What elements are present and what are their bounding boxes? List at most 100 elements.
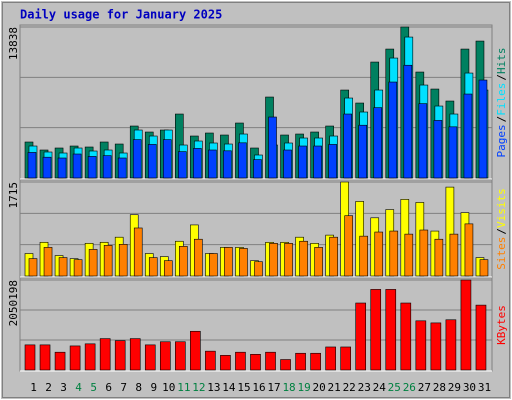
bar xyxy=(147,144,157,179)
y-tick-label: 13838 xyxy=(7,27,20,60)
bar xyxy=(72,153,82,179)
bar xyxy=(103,245,113,277)
bar xyxy=(148,257,158,277)
x-tick-label: 29 xyxy=(448,381,461,394)
bar xyxy=(434,238,444,277)
bar xyxy=(479,259,489,277)
bar xyxy=(298,145,307,179)
legend: KBytes xyxy=(495,305,508,345)
bar xyxy=(265,351,276,371)
x-tick-label: 9 xyxy=(150,381,157,394)
legend-entry: Pages xyxy=(495,124,508,157)
x-tick-label: 19 xyxy=(297,381,310,394)
x-tick-label: 25 xyxy=(388,381,401,394)
bar xyxy=(433,120,443,179)
bar xyxy=(299,240,308,277)
bar xyxy=(385,289,397,371)
bar xyxy=(129,338,141,371)
x-tick-label: 8 xyxy=(135,381,142,394)
bar xyxy=(250,354,261,371)
bar xyxy=(310,352,321,371)
x-tick-label: 23 xyxy=(358,381,371,394)
x-tick-label: 12 xyxy=(192,381,205,394)
bar xyxy=(314,247,323,277)
bar xyxy=(464,223,474,277)
bar xyxy=(238,142,247,179)
bar xyxy=(475,304,487,371)
bar xyxy=(88,249,98,277)
bar xyxy=(463,93,473,179)
chart-title: Daily usage for January 2025 xyxy=(20,8,222,22)
x-tick-label: 2 xyxy=(45,381,52,394)
bar xyxy=(370,289,382,371)
legend: Pages/Files/Hits xyxy=(495,48,508,158)
x-tick-label: 16 xyxy=(252,381,265,394)
x-tick-label: 3 xyxy=(60,381,67,394)
bar xyxy=(42,156,52,179)
legend-separator: / xyxy=(495,116,508,123)
legend-entry: Visits xyxy=(495,188,508,228)
bar xyxy=(403,64,413,179)
bar xyxy=(448,126,458,179)
x-tick-label: 6 xyxy=(105,381,112,394)
bar xyxy=(193,148,202,179)
bar xyxy=(325,346,336,371)
legend-separator: / xyxy=(495,228,508,235)
bar xyxy=(478,79,488,179)
bar xyxy=(460,279,472,371)
bar xyxy=(449,233,459,277)
x-tick-label: 14 xyxy=(222,381,236,394)
legend-entry: Hits xyxy=(495,48,508,75)
bar xyxy=(355,302,367,371)
bar xyxy=(404,233,414,277)
bar xyxy=(445,319,457,371)
bar xyxy=(415,320,427,371)
bar xyxy=(132,139,142,179)
bar xyxy=(58,257,68,277)
x-tick-label: 28 xyxy=(433,381,446,394)
bar xyxy=(27,152,37,179)
bar xyxy=(208,149,217,179)
legend: Sites /Visits xyxy=(495,188,508,270)
bar xyxy=(179,246,188,277)
bar xyxy=(43,247,53,277)
legend-entry: Files xyxy=(495,83,508,116)
bar xyxy=(162,139,172,179)
x-tick-label: 5 xyxy=(90,381,97,394)
x-tick-label: 24 xyxy=(373,381,387,394)
bar xyxy=(239,248,248,277)
x-tick-label: 1 xyxy=(30,381,37,394)
bar xyxy=(99,338,111,371)
bar xyxy=(359,235,369,277)
x-tick-label: 17 xyxy=(267,381,280,394)
x-tick-label: 30 xyxy=(463,381,476,394)
bar xyxy=(102,155,112,179)
y-tick-label: 1715 xyxy=(7,182,20,209)
bar xyxy=(175,341,186,371)
bar xyxy=(190,330,201,371)
bar xyxy=(84,343,96,371)
bar xyxy=(400,302,412,371)
bar xyxy=(329,236,338,277)
bar xyxy=(313,145,322,179)
bar xyxy=(283,149,292,179)
bar xyxy=(388,81,398,179)
bar xyxy=(24,344,36,371)
y-tick-label: 2050198 xyxy=(7,280,20,326)
x-tick-label: 13 xyxy=(207,381,220,394)
x-tick-label: 4 xyxy=(75,381,82,394)
x-tick-label: 15 xyxy=(237,381,250,394)
legend-entry: Sites xyxy=(495,237,508,270)
bar xyxy=(268,116,277,179)
bar xyxy=(28,258,38,277)
bar xyxy=(144,344,156,371)
bar xyxy=(389,230,399,277)
bar xyxy=(224,247,233,277)
bar xyxy=(280,359,291,371)
bar xyxy=(419,229,429,277)
x-tick-label: 26 xyxy=(403,381,416,394)
bar xyxy=(343,113,352,179)
bar xyxy=(69,345,81,371)
